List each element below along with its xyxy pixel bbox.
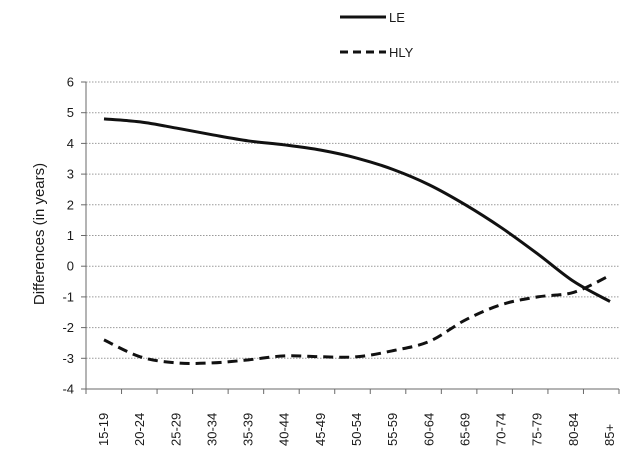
y-tick-label: -3 [62, 351, 74, 366]
series-line-le [103, 117, 611, 303]
y-tick-label: 4 [67, 136, 74, 151]
y-tick-label: 3 [67, 167, 74, 182]
x-tick-label: 45-49 [313, 413, 328, 446]
y-tick-label: 6 [67, 75, 74, 90]
x-tick-label: 15-19 [96, 413, 111, 446]
axes [81, 81, 620, 394]
x-tick-label: 25-29 [168, 413, 183, 446]
y-tick-label: 1 [67, 228, 74, 243]
legend-label-le: LE [389, 10, 405, 25]
x-tick-label: 35-39 [241, 413, 256, 446]
y-tick-label: 0 [67, 259, 74, 274]
y-tick-label: 5 [67, 105, 74, 120]
legend-label-hly: HLY [389, 45, 414, 60]
x-tick-label: 55-59 [385, 413, 400, 446]
y-tick-label: 2 [67, 197, 74, 212]
x-tick-label: 65-69 [457, 413, 472, 446]
series-line-hly [103, 274, 611, 365]
x-tick-label: 20-24 [132, 413, 147, 446]
series-lines [103, 117, 611, 365]
x-tick-labels: 15-19 20-24 25-29 30-34 35-39 40-44 45-49 50-54… [96, 413, 617, 446]
x-tick-label: 60-64 [421, 413, 436, 446]
legend: LE HLY [340, 10, 414, 60]
grid-lines [86, 81, 619, 390]
y-axis-label: Differences (in years) [31, 163, 48, 305]
x-tick-label: 30-34 [204, 413, 219, 446]
x-tick-label: 85+ [602, 424, 617, 446]
y-tick-labels: 6 5 4 3 2 1 0 -1 -2 -3 -4 [62, 75, 74, 397]
x-tick-label: 50-54 [349, 413, 364, 446]
x-tick-label: 80-84 [566, 413, 581, 446]
y-tick-label: -2 [62, 320, 74, 335]
x-tick-label: 70-74 [494, 413, 509, 446]
y-tick-label: -1 [62, 289, 74, 304]
x-tick-label: 75-79 [530, 413, 545, 446]
x-tick-label: 40-44 [277, 413, 292, 446]
y-tick-label: -4 [62, 382, 74, 397]
